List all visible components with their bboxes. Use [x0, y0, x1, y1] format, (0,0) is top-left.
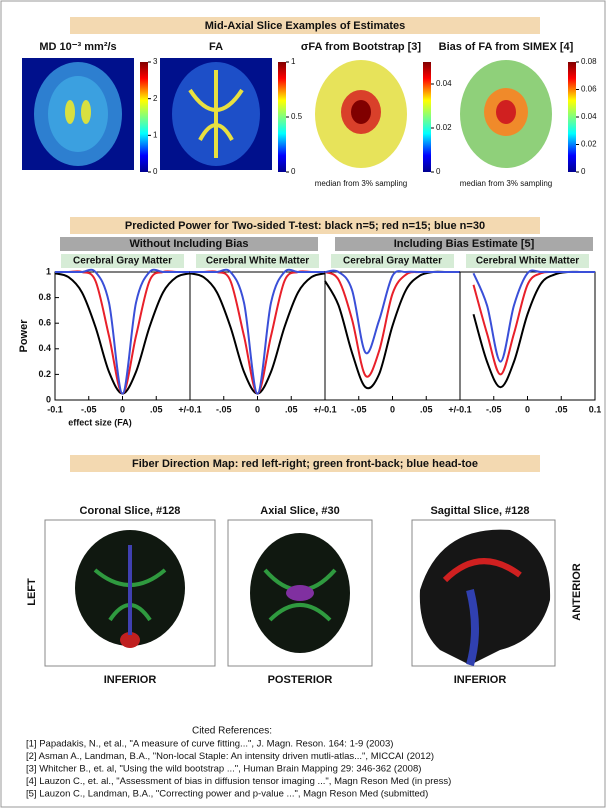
colorbar-tick-label: 1 — [291, 57, 296, 66]
y-tick-label: 0 — [46, 394, 51, 404]
x-tick-label: -.05 — [81, 404, 97, 414]
slice-title: Sagittal Slice, #128 — [430, 505, 529, 517]
colorbar-tick-label: 0 — [436, 167, 441, 176]
colorbar-tick-label: 0 — [291, 167, 296, 176]
x-tick-label: -0.1 — [47, 404, 63, 414]
panel-title: Bias of FA from SIMEX [4] — [439, 41, 574, 53]
panel-title: MD 10⁻³ mm²/s — [39, 41, 116, 53]
x-tick-label: -.05 — [351, 404, 367, 414]
reference: [5] Lauzon C., Landman, B.A., "Correctin… — [26, 789, 428, 800]
colorbar-tick-label: 0.04 — [436, 79, 452, 88]
panel-note: median from 3% sampling — [315, 179, 407, 188]
slice-orientation: INFERIOR — [454, 674, 507, 686]
colorbar-tick-label: 0.02 — [581, 140, 597, 149]
colorbar-tick-label: 0.04 — [581, 112, 597, 121]
y-tick-label: 1 — [46, 266, 51, 276]
section-title: Fiber Direction Map: red left-right; gre… — [132, 458, 478, 470]
chart-title: Cerebral White Matter — [476, 256, 579, 267]
reference: [1] Papadakis, N., et al., "A measure of… — [26, 739, 393, 750]
panel-title: FA — [209, 41, 223, 53]
slice-orientation: POSTERIOR — [268, 674, 333, 686]
panel-title: σFA from Bootstrap [3] — [301, 41, 422, 53]
group-title: Including Bias Estimate [5] — [394, 238, 535, 250]
x-axis-label: effect size (FA) — [68, 417, 132, 427]
slice-orientation: INFERIOR — [104, 674, 157, 686]
colorbar-tick-label: 0.02 — [436, 123, 452, 132]
slice-title: Coronal Slice, #128 — [80, 505, 181, 517]
x-tick-label: -.05 — [216, 404, 232, 414]
x-tick-label: 0 — [390, 404, 395, 414]
colorbar-tick-label: 0.5 — [291, 112, 303, 121]
orientation-right: ANTERIOR — [571, 563, 583, 621]
y-tick-label: 0.2 — [38, 369, 51, 379]
poster: Mid-Axial Slice Examples of Estimates Pr… — [0, 0, 606, 808]
section-title: Mid-Axial Slice Examples of Estimates — [205, 20, 406, 32]
colorbar-tick-label: 0.08 — [581, 57, 597, 66]
x-tick-label: .05 — [555, 404, 568, 414]
x-tick-label: +/-0.1 — [178, 404, 201, 414]
x-tick-label: 0.1 — [589, 404, 602, 414]
colorbar-tick-label: 3 — [153, 57, 158, 66]
y-axis-label: Power — [18, 319, 30, 353]
y-tick-label: 0.8 — [38, 292, 51, 302]
reference: [4] Lauzon C., et. al., "Assessment of b… — [26, 776, 451, 787]
slice-title: Axial Slice, #30 — [260, 505, 340, 517]
x-tick-label: 0 — [120, 404, 125, 414]
x-tick-label: .05 — [150, 404, 163, 414]
section-title: Predicted Power for Two-sided T-test: bl… — [125, 220, 485, 232]
orientation-left: LEFT — [26, 578, 38, 606]
group-title: Without Including Bias — [129, 238, 248, 250]
chart-title: Cerebral Gray Matter — [73, 256, 172, 267]
fiber-images — [45, 520, 555, 666]
x-tick-label: .05 — [285, 404, 298, 414]
colorbar-tick-label: 1 — [153, 130, 158, 139]
x-tick-label: 0 — [525, 404, 530, 414]
panel-note: median from 3% sampling — [460, 179, 552, 188]
chart-title: Cerebral White Matter — [206, 256, 309, 267]
reference: [3] Whitcher B., et. al, "Using the wild… — [26, 764, 421, 775]
x-tick-label: +/-0.1 — [448, 404, 471, 414]
colorbar-tick-label: 0 — [153, 167, 158, 176]
page: {"section1": {"title": "Mid-Axial Slice … — [0, 0, 606, 808]
x-tick-label: -.05 — [486, 404, 502, 414]
colorbar-tick-label: 0.06 — [581, 85, 597, 94]
colorbar-tick-label: 0 — [581, 167, 586, 176]
x-tick-label: .05 — [420, 404, 433, 414]
x-tick-label: 0 — [255, 404, 260, 414]
y-tick-label: 0.6 — [38, 318, 51, 328]
x-tick-label: +/-0.1 — [313, 404, 336, 414]
colorbar-tick-label: 2 — [153, 94, 158, 103]
y-tick-label: 0.4 — [38, 343, 51, 353]
reference: [2] Asman A., Landman, B.A., "Non-local … — [26, 751, 434, 762]
references-title: Cited References: — [192, 726, 272, 737]
chart-title: Cerebral Gray Matter — [343, 256, 442, 267]
